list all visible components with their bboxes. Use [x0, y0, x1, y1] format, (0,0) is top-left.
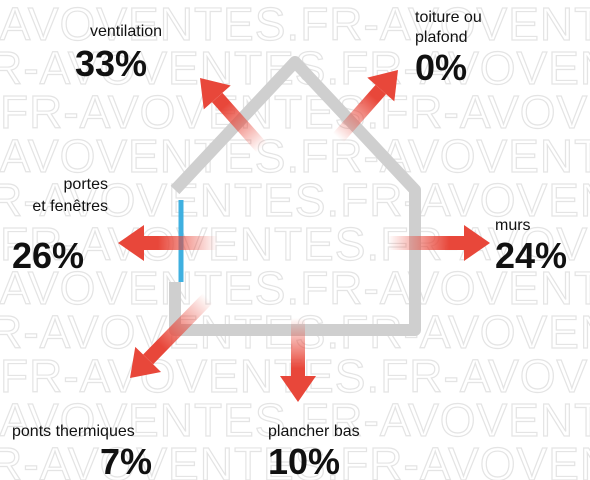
label: plafond: [415, 29, 468, 46]
percent: 26%: [12, 235, 84, 276]
label: murs: [495, 217, 531, 234]
label: ventilation: [90, 23, 162, 40]
label: plancher bas: [268, 423, 360, 440]
percent: 0%: [415, 47, 467, 88]
label: portes: [64, 176, 108, 193]
label: et fenêtres: [32, 198, 108, 215]
percent: 24%: [495, 235, 567, 276]
label: ponts thermiques: [12, 423, 135, 440]
percent: 33%: [75, 43, 147, 84]
infographic: FR-AVOVENTES.FR-AVOVENTES.FR-AVOVENTES.F…: [0, 0, 590, 480]
label: toiture ou: [415, 9, 482, 26]
percent: 10%: [268, 441, 340, 480]
percent: 7%: [100, 441, 152, 480]
